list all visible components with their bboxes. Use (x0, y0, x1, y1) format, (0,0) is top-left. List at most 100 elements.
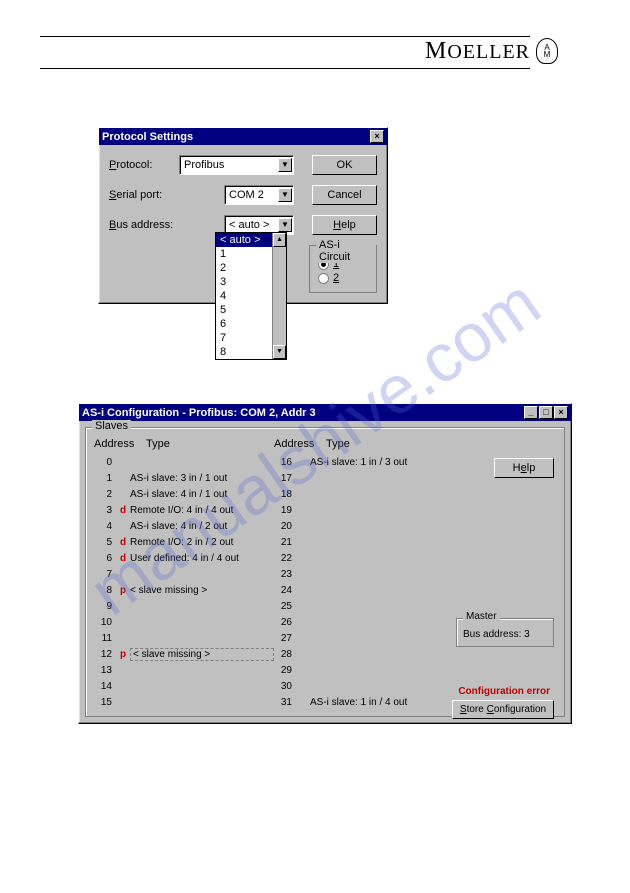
slaves-legend: Slaves (92, 420, 131, 432)
slave-address: 31 (274, 697, 296, 708)
slave-address: 22 (274, 553, 296, 564)
slave-row[interactable]: 4AS-i slave: 4 in / 2 out (94, 518, 274, 534)
master-legend: Master (463, 611, 500, 622)
slave-row[interactable]: 22 (274, 550, 454, 566)
slave-row[interactable]: 31AS-i slave: 1 in / 4 out (274, 694, 454, 710)
scroll-up-icon[interactable]: ▲ (273, 233, 286, 247)
slave-address: 25 (274, 601, 296, 612)
slave-row[interactable]: 28 (274, 646, 454, 662)
slave-row[interactable]: 21 (274, 534, 454, 550)
slave-row[interactable]: 6dUser defined: 4 in / 4 out (94, 550, 274, 566)
slave-row[interactable]: 11 (94, 630, 274, 646)
slave-flag: d (116, 537, 130, 548)
chevron-down-icon[interactable]: ▼ (278, 218, 292, 232)
protocol-settings-title: Protocol Settings (102, 131, 193, 143)
slave-row[interactable]: 5dRemote I/O: 2 in / 2 out (94, 534, 274, 550)
slave-address: 18 (274, 489, 296, 500)
dropdown-scrollbar[interactable]: ▲ ▼ (272, 233, 286, 359)
slave-flag: d (116, 505, 130, 516)
slave-row[interactable]: 0 (94, 454, 274, 470)
asi-circuit-group: AS-i Circuit 1 2 (309, 245, 377, 293)
brand-m: M (425, 38, 447, 64)
slave-row[interactable]: 18 (274, 486, 454, 502)
slave-address: 15 (94, 697, 116, 708)
slave-row[interactable]: 1 AS-i slave: 3 in / 1 out (94, 470, 274, 486)
asi-circuit-2[interactable]: 2 (318, 272, 368, 284)
slave-address: 7 (94, 569, 116, 580)
slave-flag: p (116, 585, 130, 596)
slave-row[interactable]: 15 (94, 694, 274, 710)
slave-row[interactable]: 24 (274, 582, 454, 598)
slave-address: 13 (94, 665, 116, 676)
asi-circuit-legend: AS-i Circuit (316, 239, 376, 263)
slave-address: 14 (94, 681, 116, 692)
slave-row[interactable]: 17 (274, 470, 454, 486)
slave-address: 28 (274, 649, 296, 660)
slave-type: AS-i slave: 4 in / 2 out (130, 521, 274, 532)
slave-address: 9 (94, 601, 116, 612)
asi-config-titlebar[interactable]: AS-i Configuration - Profibus: COM 2, Ad… (79, 404, 571, 421)
slave-row[interactable]: 26 (274, 614, 454, 630)
slave-row[interactable]: 25 (274, 598, 454, 614)
store-configuration-button[interactable]: Store Configuration (452, 700, 554, 719)
header-rule-top (40, 36, 530, 37)
slave-address: 0 (94, 457, 116, 468)
slave-row[interactable]: 8p< slave missing > (94, 582, 274, 598)
protocol-settings-titlebar[interactable]: Protocol Settings × (99, 128, 387, 145)
slave-row[interactable]: 2AS-i slave: 4 in / 1 out (94, 486, 274, 502)
slave-address: 6 (94, 553, 116, 564)
close-icon[interactable]: × (554, 406, 568, 419)
asi-config-title: AS-i Configuration - Profibus: COM 2, Ad… (82, 407, 316, 419)
slave-address: 16 (274, 457, 296, 468)
bus-address-label: Bus address: (109, 219, 179, 231)
slave-type: AS-i slave: 3 in / 1 out (130, 473, 274, 484)
slave-row[interactable]: 29 (274, 662, 454, 678)
slave-address: 2 (94, 489, 116, 500)
help-button[interactable]: Help (494, 458, 554, 478)
cancel-button[interactable]: Cancel (312, 185, 377, 205)
close-icon[interactable]: × (370, 130, 384, 143)
protocol-combo[interactable]: Profibus ▼ (179, 155, 294, 175)
col-type-header: Type (326, 438, 454, 450)
slave-row[interactable]: 16AS-i slave: 1 in / 3 out (274, 454, 454, 470)
bus-address-dropdown[interactable]: ▲ ▼ < auto >12345678 (215, 232, 287, 360)
chevron-down-icon[interactable]: ▼ (278, 188, 292, 202)
brand-name: MMOELLEROELLER (425, 38, 530, 65)
slave-row[interactable]: 3dRemote I/O: 4 in / 4 out (94, 502, 274, 518)
slave-address: 23 (274, 569, 296, 580)
slave-row[interactable]: 23 (274, 566, 454, 582)
help-button[interactable]: Help (312, 215, 377, 235)
slave-row[interactable]: 9 (94, 598, 274, 614)
col-type-header: Type (146, 438, 274, 450)
maximize-icon[interactable]: □ (539, 406, 553, 419)
slave-row[interactable]: 13 (94, 662, 274, 678)
slave-row[interactable]: 14 (94, 678, 274, 694)
slave-row[interactable]: 19 (274, 502, 454, 518)
slave-type: Remote I/O: 4 in / 4 out (130, 505, 274, 516)
slave-row[interactable]: 10 (94, 614, 274, 630)
bus-address-value: < auto > (229, 219, 269, 231)
serial-port-combo[interactable]: COM 2 ▼ (224, 185, 294, 205)
slave-address: 1 (94, 473, 116, 484)
slave-row[interactable]: 12p< slave missing > (94, 646, 274, 662)
slave-row[interactable]: 27 (274, 630, 454, 646)
slave-address: 27 (274, 633, 296, 644)
minimize-icon[interactable]: _ (524, 406, 538, 419)
slave-address: 30 (274, 681, 296, 692)
asi-circuit-2-label: 2 (333, 272, 339, 284)
slave-row[interactable]: 20 (274, 518, 454, 534)
slave-address: 26 (274, 617, 296, 628)
master-bus-address: Bus address: 3 (463, 629, 547, 640)
slave-row[interactable]: 30 (274, 678, 454, 694)
slave-address: 29 (274, 665, 296, 676)
scroll-down-icon[interactable]: ▼ (273, 345, 286, 359)
slave-row[interactable]: 7 (94, 566, 274, 582)
chevron-down-icon[interactable]: ▼ (278, 158, 292, 172)
slave-address: 21 (274, 537, 296, 548)
master-group: Master Bus address: 3 (456, 618, 554, 647)
slave-type: < slave missing > (130, 585, 274, 596)
ok-button[interactable]: OK (312, 155, 377, 175)
serial-port-label: Serial port: (109, 189, 179, 201)
slave-address: 5 (94, 537, 116, 548)
slave-type: < slave missing > (130, 648, 274, 661)
